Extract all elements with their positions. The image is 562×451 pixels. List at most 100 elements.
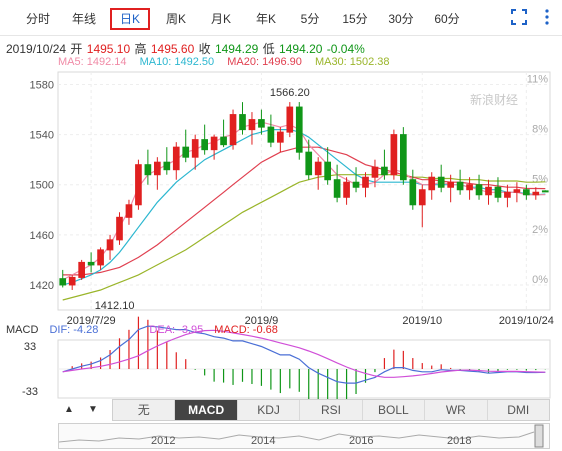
candle <box>362 172 369 198</box>
indicator-tab-kdj[interactable]: KDJ <box>238 400 301 420</box>
tab-nianxian[interactable]: 年线 <box>71 12 96 26</box>
indicator-tab-bar: 无 MACD KDJ RSI BOLL WR DMI <box>112 399 550 421</box>
indicator-tab-dmi[interactable]: DMI <box>507 403 530 417</box>
overview-line <box>58 431 535 443</box>
macd-grid <box>57 339 551 399</box>
overview-year-2016: 2016 <box>349 435 373 447</box>
candle-body <box>286 106 294 133</box>
overview-chart: 2012 2014 2016 2018 <box>58 424 544 448</box>
candle <box>400 127 407 185</box>
ma5-line <box>62 121 546 281</box>
overview-year-2018: 2018 <box>447 435 471 447</box>
candle-body <box>371 166 379 178</box>
candle-body <box>125 204 133 218</box>
y-tick-right-label: 8% <box>532 124 548 136</box>
candle-body <box>78 261 85 278</box>
close-value: 1494.29 <box>214 42 259 56</box>
x-axis-label: 2019/10/24 <box>499 315 554 327</box>
candle-body <box>210 136 218 151</box>
chart-grid <box>57 71 551 311</box>
macd-histogram <box>71 316 546 400</box>
price-annotations: 1566.20 1412.10 <box>95 87 310 312</box>
candle <box>428 172 436 200</box>
macd-value: MACD: -0.68 <box>214 324 278 336</box>
candle-body <box>305 151 313 176</box>
dea-line <box>62 329 546 378</box>
indicator-tab-wr[interactable]: WR <box>425 400 488 420</box>
candle <box>371 159 379 188</box>
indicator-tab-boll[interactable]: BOLL <box>363 400 426 420</box>
more-menu-icon[interactable] <box>538 8 556 26</box>
candle-body <box>277 131 284 143</box>
candle <box>116 212 123 245</box>
candle <box>333 164 341 203</box>
open-label: 开 <box>70 42 83 56</box>
candle <box>172 142 180 180</box>
candle <box>135 159 142 210</box>
tab-monthly-k[interactable]: 月K <box>210 12 231 26</box>
range-handle[interactable] <box>534 424 544 448</box>
macd-legend: MACD DIF: -4.28 DEA: -3.95 MACD: -0.68 <box>6 324 286 336</box>
candle <box>504 184 511 208</box>
y-tick-right-label: 5% <box>532 174 548 186</box>
scroll-down-button[interactable]: ▼ <box>88 404 98 415</box>
tab-fenshi[interactable]: 分时 <box>25 12 50 26</box>
candle-body <box>523 189 530 196</box>
candle-body <box>352 181 360 188</box>
tab-60min[interactable]: 60分 <box>434 12 460 26</box>
y-tick-right-label: 0% <box>532 274 548 286</box>
scroll-up-button[interactable]: ▲ <box>64 404 74 415</box>
ma5-legend: MA5: 1492.14 <box>58 56 127 68</box>
tab-5min[interactable]: 5分 <box>300 12 320 26</box>
candle <box>163 147 171 175</box>
candle-body <box>229 114 237 146</box>
fullscreen-icon[interactable] <box>510 8 528 26</box>
candle <box>267 114 275 148</box>
ma-lines <box>62 121 546 301</box>
candle-body <box>362 176 369 188</box>
candle <box>409 169 417 210</box>
macd-lines <box>62 325 546 384</box>
candle-body <box>267 126 275 143</box>
candle <box>390 129 398 180</box>
candle <box>144 149 152 185</box>
candle <box>475 174 483 200</box>
candle-body <box>135 164 142 206</box>
candle <box>456 169 464 195</box>
candle <box>286 102 294 138</box>
candle <box>494 177 502 203</box>
macd-y-top: 33 <box>24 341 36 353</box>
indicator-tab-rsi[interactable]: RSI <box>300 400 363 420</box>
kline-chart[interactable]: 新浪财经 1580 1540 1500 1460 1420 11% 8% 5% 2% 0% 20… <box>0 0 562 400</box>
candle-body <box>485 186 492 196</box>
time-range-overview[interactable]: 2012 2014 2016 2018 <box>58 423 550 449</box>
candle-body <box>390 134 398 176</box>
candle <box>248 112 256 145</box>
y-axis-right-ticks: 11% 8% 5% 2% 0% <box>527 74 548 286</box>
indicator-tab-macd[interactable]: MACD <box>175 400 238 420</box>
tab-yearly-k[interactable]: 年K <box>255 12 276 26</box>
ma-legend: MA5: 1492.14 MA10: 1492.50 MA20: 1496.90… <box>58 56 400 68</box>
x-axis-label: 2019/10 <box>402 315 442 327</box>
open-value: 1495.10 <box>86 42 131 56</box>
y-tick-label: 1540 <box>30 130 54 142</box>
ma20-legend: MA20: 1496.90 <box>227 56 302 68</box>
tab-weekly-k[interactable]: 周K <box>165 12 186 26</box>
high-value: 1495.60 <box>150 42 195 56</box>
y-tick-label: 1460 <box>30 230 54 242</box>
indicator-tab-none[interactable]: 无 <box>113 400 176 420</box>
tab-30min[interactable]: 30分 <box>388 12 414 26</box>
tab-daily-k[interactable]: 日K <box>110 8 150 30</box>
candle <box>125 199 133 225</box>
plot-frame <box>57 71 551 311</box>
candle-body <box>456 181 464 191</box>
tab-15min[interactable]: 15分 <box>342 12 368 26</box>
candles <box>59 102 549 290</box>
y-tick-label: 1580 <box>30 80 54 92</box>
candle <box>352 167 360 193</box>
x-axis-label: 2019/7/29 <box>67 315 116 327</box>
candle <box>182 129 190 163</box>
candle-body <box>475 184 483 196</box>
high-label: 高 <box>134 42 147 56</box>
candle-body <box>239 114 246 131</box>
